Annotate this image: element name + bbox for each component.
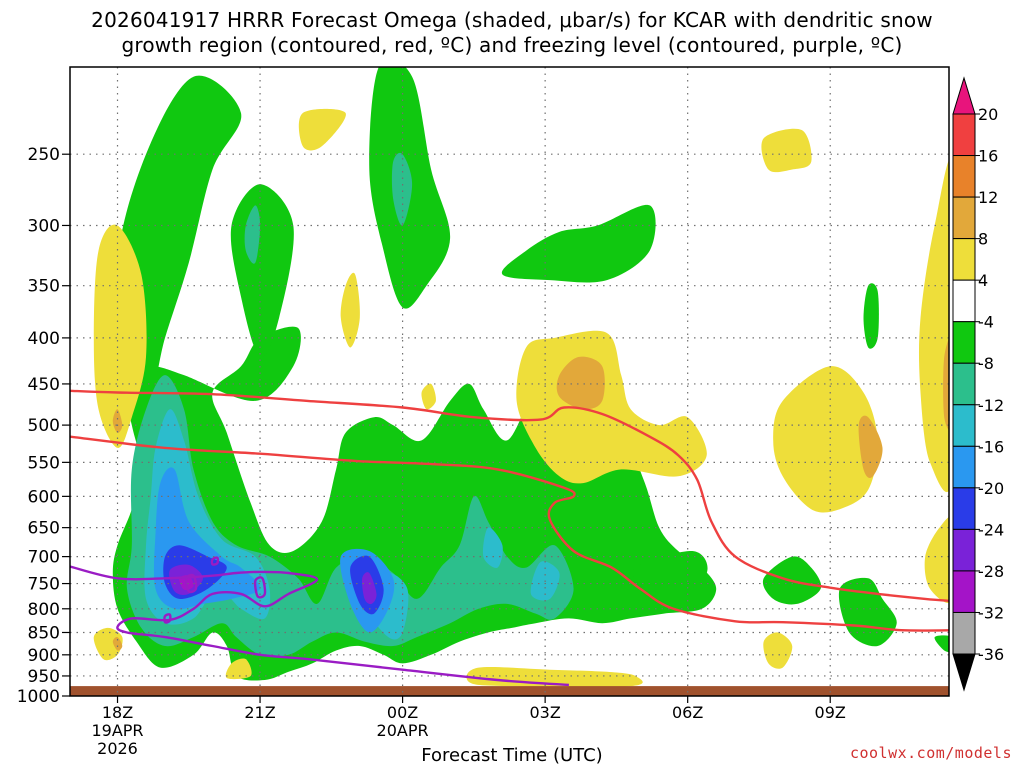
site-credit: coolwx.com/models	[849, 744, 1012, 762]
y-tick-label-550: 550	[28, 453, 60, 473]
omega-region-4	[924, 517, 949, 604]
colorbar-bin-12	[952, 570, 976, 613]
omega-region-4	[93, 627, 123, 661]
y-tick-label-750: 750	[28, 575, 60, 595]
omega-region-neg4	[632, 550, 708, 600]
colorbar: 20 16 12 8 4 -4 -8 -12 -16 -20 -24 -28 -32 -36	[952, 76, 1004, 692]
y-axis: 250 300 350 400 450 500 550 600 650 700 750 800 850 9…	[17, 145, 70, 707]
y-tick-label-250: 250	[28, 145, 60, 165]
colorbar-bin-13	[952, 611, 976, 655]
colorbar-bin-3	[952, 196, 976, 240]
freezing-contour-5	[210, 556, 220, 566]
colorbar-label-4: 4	[978, 271, 988, 290]
omega-region-neg8	[244, 205, 261, 264]
y-tick-label-850: 850	[28, 623, 60, 643]
x-tick-label-03Z: 03Z	[529, 703, 560, 722]
freezing-contour-6	[163, 613, 172, 624]
y-tick-label-300: 300	[28, 216, 60, 236]
colorbar-label-7: -12	[978, 396, 1004, 415]
y-tick-label-950: 950	[28, 667, 60, 687]
colorbar-label-9: -20	[978, 479, 1004, 498]
freezing-contour-2	[70, 565, 569, 687]
omega-region-4	[421, 383, 437, 410]
x-tick-sublabel-18Z-0: 19APR	[91, 721, 143, 740]
colorbar-bin-10	[952, 487, 976, 530]
colorbar-label-5: -4	[978, 313, 994, 332]
colorbar-bin-2	[952, 155, 976, 198]
colorbar-label-10: -24	[978, 520, 1004, 539]
omega-region-neg4	[934, 635, 949, 653]
omega-region-4	[298, 108, 346, 151]
x-axis-label: Forecast Time (UTC)	[421, 745, 603, 766]
contour-lines	[70, 389, 949, 687]
chart-title: 2026041917 HRRR Forecast Omega (shaded, …	[0, 8, 1024, 58]
y-tick-label-800: 800	[28, 600, 60, 620]
colorbar-label-0: 20	[978, 105, 998, 124]
omega-region-neg4	[863, 283, 879, 349]
x-tick-label-09Z: 09Z	[815, 703, 846, 722]
colorbar-label-12: -32	[978, 603, 1004, 622]
y-tick-label-600: 600	[28, 487, 60, 507]
y-tick-label-650: 650	[28, 519, 60, 539]
colorbar-bottom-arrow	[952, 653, 976, 692]
y-tick-label-700: 700	[28, 548, 60, 568]
x-tick-label-18Z: 18Z	[102, 703, 133, 722]
omega-region-8	[556, 356, 605, 410]
omega-region-neg12	[482, 527, 503, 568]
omega-region-8	[943, 338, 949, 431]
omega-region-neg4	[117, 75, 242, 394]
colorbar-bin-9	[952, 445, 976, 489]
ground-layer	[70, 686, 949, 696]
colorbar-label-8: -16	[978, 437, 1004, 456]
colorbar-bin-11	[952, 528, 976, 572]
colorbar-label-6: -8	[978, 354, 994, 373]
title-line-1: 2026041917 HRRR Forecast Omega (shaded, …	[91, 8, 933, 32]
omega-region-neg4	[501, 204, 656, 283]
y-tick-label-500: 500	[28, 416, 60, 436]
colorbar-label-2: 12	[978, 188, 998, 207]
x-tick-label-21Z: 21Z	[244, 703, 275, 722]
colorbar-top-arrow	[952, 76, 976, 115]
colorbar-label-13: -36	[978, 645, 1004, 664]
omega-region-4	[225, 658, 252, 680]
colorbar-bin-6	[952, 321, 976, 364]
omega-shading	[93, 67, 949, 688]
y-tick-label-400: 400	[28, 329, 60, 349]
omega-region-4	[773, 366, 878, 513]
omega-region-4	[761, 128, 812, 173]
colorbar-label-1: 16	[978, 147, 998, 166]
grid-lines	[70, 67, 949, 696]
colorbar-bin-1	[952, 113, 976, 157]
omega-region-4	[340, 272, 360, 348]
colorbar-label-11: -28	[978, 562, 1004, 581]
x-tick-label-00Z: 00Z	[387, 703, 418, 722]
title-line-2: growth region (contoured, red, ºC) and f…	[121, 33, 903, 57]
dgz-contour-0	[70, 389, 949, 602]
omega-region-8	[112, 409, 123, 433]
omega-region-8	[112, 636, 123, 651]
y-tick-label-1000: 1000	[17, 687, 60, 707]
omega-region-4	[918, 159, 949, 493]
omega-region-neg8	[391, 152, 413, 226]
omega-region-neg24	[361, 572, 377, 605]
colorbar-bin-7	[952, 362, 976, 406]
omega-region-4	[763, 632, 793, 669]
y-tick-label-900: 900	[28, 646, 60, 666]
colorbar-label-3: 8	[978, 230, 988, 249]
y-tick-label-450: 450	[28, 375, 60, 395]
x-tick-sublabel-18Z-1: 2026	[97, 739, 138, 758]
x-tick-sublabel-00Z-0: 20APR	[377, 721, 429, 740]
dgz-contour-1	[70, 435, 949, 632]
plot-frame	[69, 66, 950, 697]
colorbar-bin-4	[952, 238, 976, 281]
colorbar-bin-5	[952, 279, 976, 323]
freezing-contour-4	[185, 573, 198, 594]
y-tick-label-350: 350	[28, 277, 60, 297]
freezing-contour-3	[253, 576, 267, 599]
colorbar-bin-8	[952, 404, 976, 447]
x-tick-label-06Z: 06Z	[672, 703, 703, 722]
